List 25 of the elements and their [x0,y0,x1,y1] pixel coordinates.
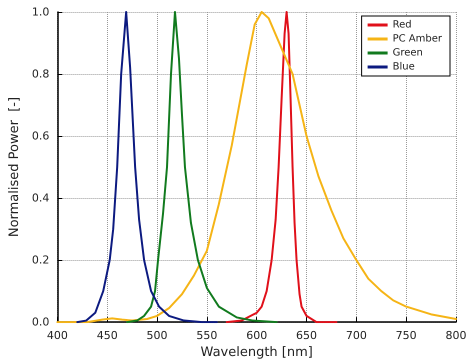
line-series [56,11,457,324]
line-series [226,11,338,324]
line-series [126,11,278,324]
x-tick-label: 750 [396,329,417,342]
x-tick-label: 700 [346,329,367,342]
y-tick-label: 0.8 [32,68,50,81]
x-tick-label: 800 [446,329,466,342]
legend-label: Blue [392,62,415,72]
x-tick-label: 500 [146,329,168,342]
x-tick-label: 650 [296,329,318,342]
x-tick-label: 600 [246,329,268,342]
y-tick-label: 0.6 [32,130,50,143]
line-series [76,11,218,324]
y-tick-label: 1.0 [32,6,50,18]
x-tick-label: 550 [196,329,218,342]
y-tick-label: 0.0 [32,316,50,329]
legend-label: Green [392,48,423,58]
y-tick-label: 0.4 [32,192,50,205]
x-axis-title: Wavelength [nm] [200,345,313,360]
y-tick-label: 0.2 [32,254,50,267]
x-tick-label: 450 [96,329,118,342]
x-tick-label: 400 [46,329,68,342]
legend-label: Red [392,20,412,30]
legend-label: PC Amber [392,34,443,44]
y-axis-title: Normalised Power [-] [7,96,22,238]
